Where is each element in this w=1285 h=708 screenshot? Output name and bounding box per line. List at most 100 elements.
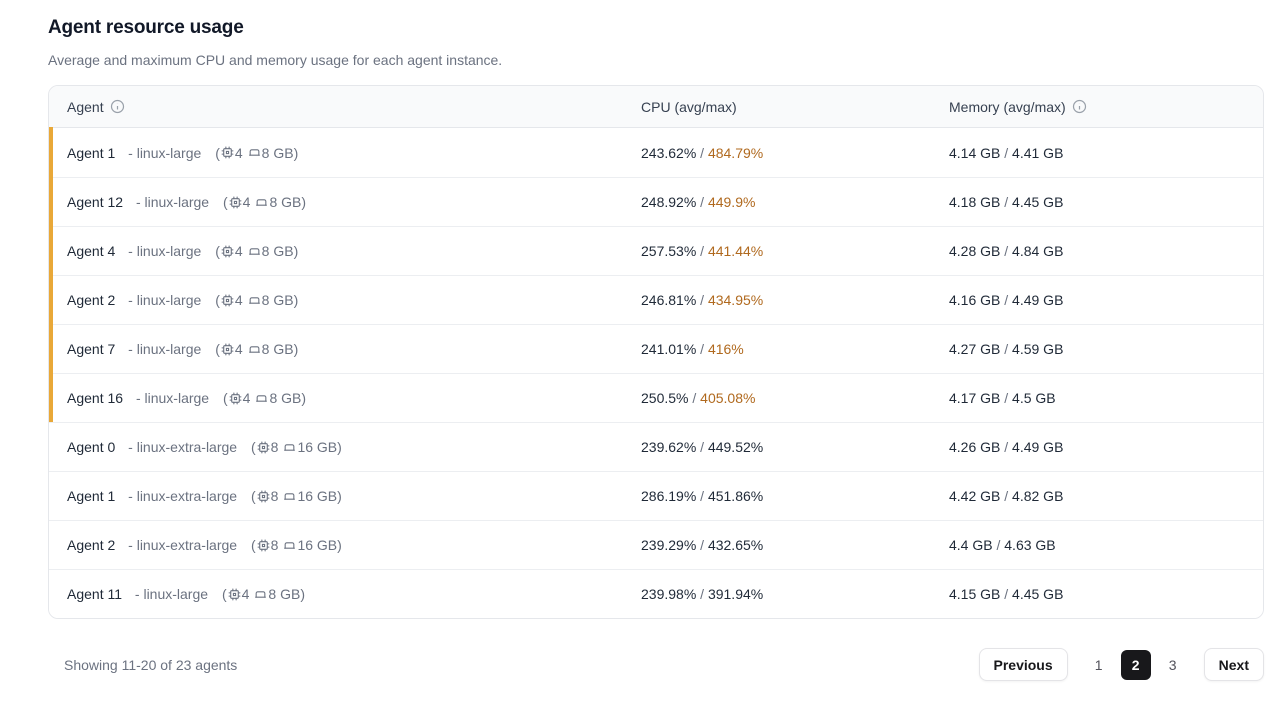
agent-info-icon[interactable] <box>110 99 125 114</box>
agent-specs: (4 8 GB) <box>215 145 298 161</box>
cpu-cell: 250.5% / 405.08% <box>641 390 949 406</box>
next-page-button[interactable]: Next <box>1203 648 1264 681</box>
agent-specs: (4 8 GB) <box>223 390 306 406</box>
cpu-separator: / <box>688 390 701 406</box>
agent-instance-type: - linux-large <box>128 292 202 308</box>
cpu-avg-value: 248.92% <box>641 194 697 210</box>
memory-separator: / <box>1000 194 1013 210</box>
agent-name: Agent 1 <box>67 488 116 504</box>
agent-specs: (8 16 GB) <box>251 439 342 455</box>
open-paren: ( <box>215 341 220 357</box>
agent-name: Agent 1 <box>67 144 116 161</box>
page-number-button[interactable]: 1 <box>1084 650 1114 680</box>
cpu-separator: / <box>696 194 708 210</box>
agent-specs: (8 16 GB) <box>251 488 342 504</box>
cpu-max-value: 416% <box>707 341 744 357</box>
memory-separator: / <box>1000 586 1013 602</box>
cpu-separator: / <box>696 341 708 357</box>
cpu-chip-icon <box>221 146 234 159</box>
table-header-row: Agent CPU (avg/max) Memory (avg/max) <box>49 86 1263 128</box>
memory-max-value: 4.45 GB <box>1012 194 1064 210</box>
cpu-chip-icon <box>229 196 242 208</box>
table-row: Agent 7 - linux-large (4 8 GB) 241.01% / … <box>49 324 1263 373</box>
cpu-cell: 241.01% / 416% <box>641 341 949 357</box>
memory-separator: / <box>1000 243 1013 259</box>
memory-max-value: 4.84 GB <box>1012 243 1064 259</box>
memory-separator: / <box>1000 341 1013 357</box>
agent-cpu-count: 4 <box>234 292 243 308</box>
agent-instance-type: - linux-large <box>135 390 210 406</box>
cpu-avg-value: 239.29% <box>641 537 697 553</box>
memory-icon <box>284 492 296 500</box>
close-paren: ) <box>337 537 342 553</box>
page-title: Agent resource usage <box>48 17 244 38</box>
memory-avg-value: 4.42 GB <box>949 488 1001 504</box>
memory-max-value: 4.82 GB <box>1012 488 1064 504</box>
table-body: Agent 1 - linux-large (4 8 GB) 243.62% / … <box>49 127 1263 618</box>
memory-icon <box>248 149 260 156</box>
cpu-separator: / <box>696 586 708 602</box>
memory-info-icon[interactable] <box>1072 99 1087 114</box>
cpu-chip-icon <box>228 588 241 600</box>
row-accent-bar <box>49 177 53 226</box>
memory-avg-value: 4.28 GB <box>949 243 1001 259</box>
agent-cpu-count: 4 <box>242 194 251 210</box>
memory-avg-value: 4.15 GB <box>949 586 1001 602</box>
agent-cell: Agent 11 - linux-large (4 8 GB) <box>49 586 641 602</box>
memory-icon <box>256 394 268 402</box>
agent-specs: (4 8 GB) <box>215 341 298 357</box>
agent-cpu-count: 4 <box>241 586 250 602</box>
agent-ram: 8 GB <box>268 586 301 602</box>
memory-avg-value: 4.4 GB <box>949 537 993 553</box>
memory-separator: / <box>1000 144 1013 161</box>
column-header-memory-label: Memory (avg/max) <box>949 98 1066 115</box>
memory-avg-value: 4.16 GB <box>949 292 1001 308</box>
cpu-cell: 286.19% / 451.86% <box>641 488 949 504</box>
page-content: Agent resource usage Average and maximum… <box>0 17 1285 681</box>
memory-max-value: 4.49 GB <box>1012 439 1064 455</box>
agent-ram: 16 GB <box>297 439 338 455</box>
cpu-cell: 243.62% / 484.79% <box>641 145 949 161</box>
agent-cpu-count: 8 <box>270 537 279 553</box>
row-accent-bar <box>49 373 53 422</box>
agent-cell: Agent 7 - linux-large (4 8 GB) <box>49 341 641 357</box>
agent-ram: 8 GB <box>261 144 294 161</box>
cpu-cell: 239.29% / 432.65% <box>641 537 949 553</box>
row-accent-bar <box>49 226 53 275</box>
table-row: Agent 1 - linux-extra-large (8 16 GB) 286… <box>49 471 1263 520</box>
results-summary: Showing 11-20 of 23 agents <box>64 656 238 673</box>
cpu-separator: / <box>696 537 708 553</box>
agent-ram: 8 GB <box>261 341 294 357</box>
agent-instance-type: - linux-large <box>134 586 209 602</box>
agent-name: Agent 11 <box>67 586 123 602</box>
page-number-button[interactable]: 3 <box>1158 650 1188 680</box>
agent-name: Agent 4 <box>67 243 116 259</box>
row-accent-bar <box>49 275 53 324</box>
memory-cell: 4.4 GB / 4.63 GB <box>949 537 1263 553</box>
table-row: Agent 12 - linux-large (4 8 GB) 248.92% /… <box>49 177 1263 226</box>
page-subtitle: Average and maximum CPU and memory usage… <box>48 52 503 68</box>
cpu-max-value: 434.95% <box>707 292 764 308</box>
close-paren: ) <box>337 439 342 455</box>
page-number-button[interactable]: 2 <box>1120 649 1151 680</box>
column-header-agent-label: Agent <box>67 98 104 115</box>
agent-cpu-count: 4 <box>234 144 243 161</box>
previous-page-button[interactable]: Previous <box>978 648 1068 681</box>
close-paren: ) <box>293 292 299 308</box>
open-paren: ( <box>215 243 220 259</box>
cpu-max-value: 451.86% <box>707 488 764 504</box>
memory-cell: 4.27 GB / 4.59 GB <box>949 341 1263 357</box>
cpu-max-value: 391.94% <box>707 586 764 602</box>
agent-cpu-count: 8 <box>270 488 279 504</box>
agent-cell: Agent 12 - linux-large (4 8 GB) <box>49 194 641 210</box>
open-paren: ( <box>215 292 220 308</box>
cpu-cell: 248.92% / 449.9% <box>641 194 949 210</box>
memory-separator: / <box>1000 390 1013 406</box>
agent-cell: Agent 16 - linux-large (4 8 GB) <box>49 390 641 406</box>
memory-icon <box>256 198 268 206</box>
memory-avg-value: 4.18 GB <box>949 194 1001 210</box>
cpu-avg-value: 250.5% <box>641 390 689 406</box>
cpu-avg-value: 239.62% <box>641 439 697 455</box>
agent-specs: (8 16 GB) <box>251 537 342 553</box>
